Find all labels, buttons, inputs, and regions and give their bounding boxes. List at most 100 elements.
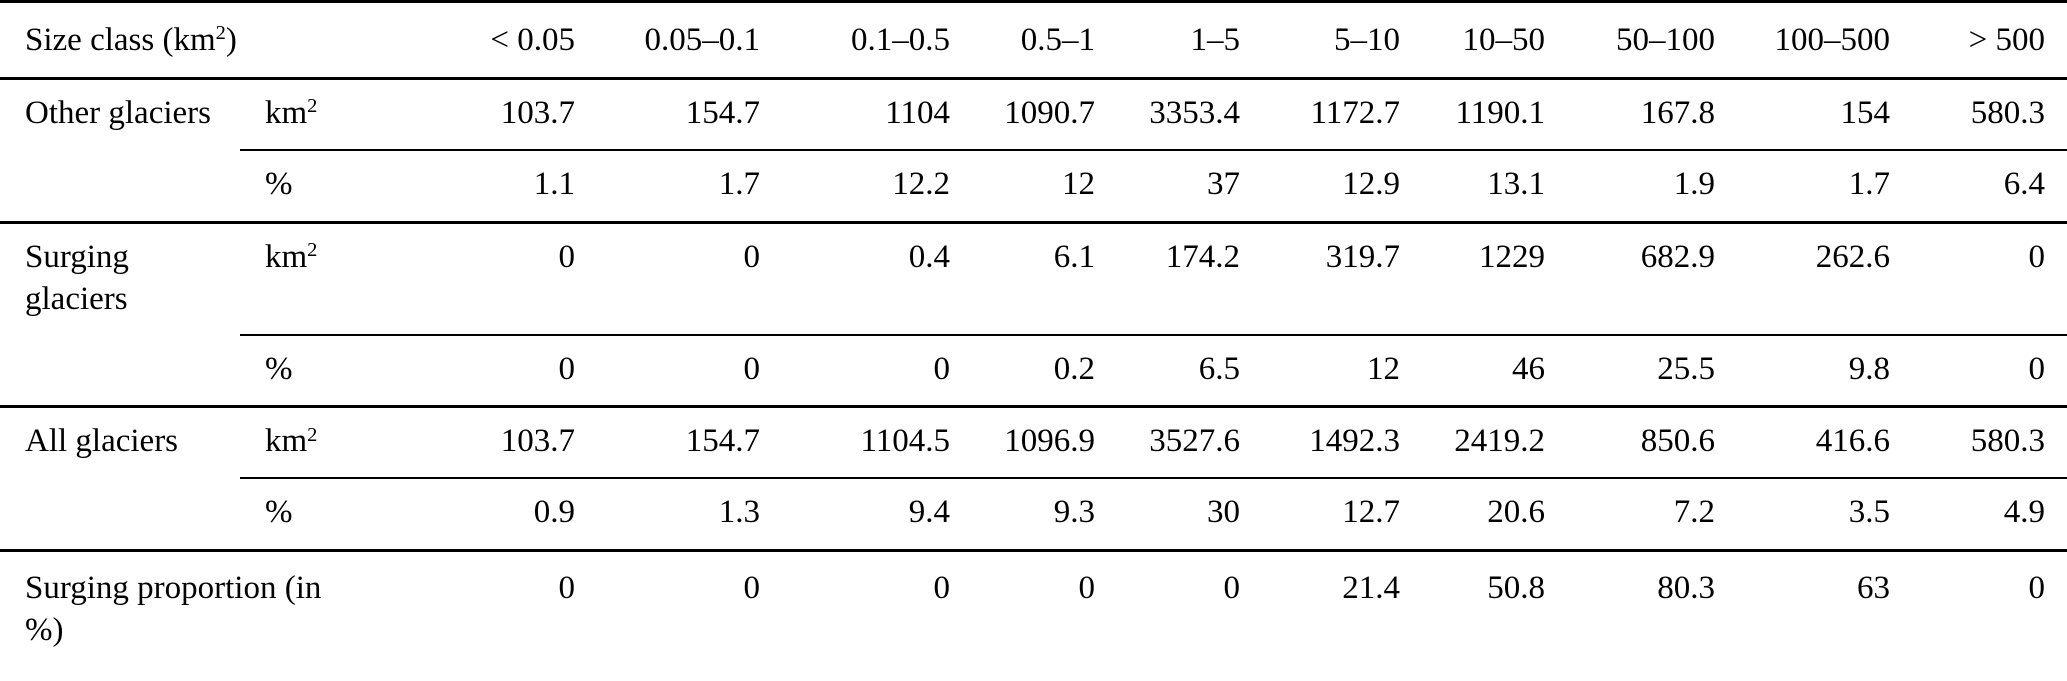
value-cell: 6.5: [1095, 334, 1240, 409]
value-cell: 3527.6: [1095, 406, 1240, 480]
unit-label: %: [240, 334, 340, 409]
size-class-header-cell: 0.05–0.1: [575, 1, 760, 80]
value-cell: 0.2: [950, 334, 1095, 409]
unit-label: %: [240, 478, 340, 553]
value-cell: 0: [760, 334, 950, 409]
value-cell: 1104: [760, 78, 950, 151]
unit-label: km2: [240, 222, 340, 336]
value-cell: 12.2: [760, 149, 950, 224]
size-class-header-cell: < 0.05: [340, 1, 575, 80]
value-cell: 174.2: [1095, 222, 1240, 336]
value-cell: 0: [1078, 570, 1096, 607]
superscript-2: 2: [307, 95, 318, 118]
table-row: Other glaciers km2 103.7 154.7 1104 1090.7 335…: [0, 78, 2067, 151]
value-cell: 9.3: [950, 478, 1095, 553]
row-group-label: Surging glaciers: [25, 238, 129, 317]
value-cell: 580.3: [1890, 78, 2067, 151]
value-cell: 80.3: [1657, 570, 1715, 607]
table-row: Surging proportion (in %) 0 0 0 0 0 21.4 50.8 80…: [0, 551, 2067, 681]
value-cell: 1.9: [1545, 149, 1715, 224]
value-cell: 1.1: [340, 149, 575, 224]
value-cell: 20.6: [1400, 478, 1545, 553]
table-row: % 0 0 0 0.2 6.5 12 46 25.5 9.8 0: [0, 334, 2067, 409]
value-cell: 850.6: [1545, 406, 1715, 480]
value-cell: 0: [340, 334, 575, 409]
value-cell: 416.6: [1715, 406, 1890, 480]
value-cell: 580.3: [1890, 406, 2067, 480]
size-class-header-cell: 1–5: [1095, 1, 1240, 80]
value-cell: 0: [575, 334, 760, 409]
value-cell: 7.2: [1545, 478, 1715, 553]
value-cell: 30: [1095, 478, 1240, 553]
value-cell: 154.7: [575, 78, 760, 151]
value-cell: 12: [950, 149, 1095, 224]
unit-base: km: [265, 238, 308, 275]
value-cell: 46: [1400, 334, 1545, 409]
value-cell: 4.9: [1890, 478, 2067, 553]
size-class-header-cell: 5–10: [1240, 1, 1400, 80]
value-cell: 6.4: [1890, 149, 2067, 224]
value-cell: 2419.2: [1400, 406, 1545, 480]
value-cell: 3.5: [1715, 478, 1890, 553]
value-cell: 1492.3: [1240, 406, 1400, 480]
unit-base: %: [265, 494, 293, 531]
value-cell: 1090.7: [950, 78, 1095, 151]
unit-base: %: [265, 350, 293, 387]
value-cell: 1096.9: [950, 406, 1095, 480]
unit-base: km: [265, 423, 308, 460]
value-cell: 3353.4: [1095, 78, 1240, 151]
value-cell: 12.9: [1240, 149, 1400, 224]
unit-base: km: [265, 94, 308, 131]
footer-label: Surging proportion (in %): [25, 570, 322, 649]
value-cell: 0: [575, 222, 760, 336]
table-row: % 0.9 1.3 9.4 9.3 30 12.7 20.6 7.2 3.5 4.9: [0, 478, 2067, 553]
row-group-label-empty: [0, 478, 240, 553]
value-cell: 37: [1095, 149, 1240, 224]
superscript-2: 2: [307, 239, 318, 262]
value-cell: 0: [2028, 570, 2046, 607]
size-class-header-cell: > 500: [1890, 1, 2067, 80]
value-cell: 0: [340, 222, 575, 336]
value-cell: 1.3: [575, 478, 760, 553]
value-cell: 9.4: [760, 478, 950, 553]
unit-base: %: [265, 165, 293, 202]
row-group-label: All glaciers: [25, 423, 179, 460]
unit-label: km2: [240, 406, 340, 480]
value-cell: 0: [558, 570, 576, 607]
value-cell: 1229: [1400, 222, 1545, 336]
size-class-header-cell: 10–50: [1400, 1, 1545, 80]
value-cell: 1190.1: [1400, 78, 1545, 151]
row-group-label: Other glaciers: [25, 94, 211, 131]
superscript-2: 2: [215, 22, 226, 45]
value-cell: 0: [1890, 334, 2067, 409]
value-cell: 9.8: [1715, 334, 1890, 409]
size-class-header-cell: 50–100: [1545, 1, 1715, 80]
superscript-2: 2: [307, 423, 318, 446]
value-cell: 12: [1240, 334, 1400, 409]
value-cell: 0.9: [340, 478, 575, 553]
unit-label: km2: [240, 78, 340, 151]
value-cell: 0: [1890, 222, 2067, 336]
value-cell: 1.7: [1715, 149, 1890, 224]
value-cell: 682.9: [1545, 222, 1715, 336]
value-cell: 167.8: [1545, 78, 1715, 151]
value-cell: 63: [1857, 570, 1890, 607]
value-cell: 0.4: [760, 222, 950, 336]
value-cell: 154: [1715, 78, 1890, 151]
table-row: All glaciers km2 103.7 154.7 1104.5 1096.9 352…: [0, 406, 2067, 480]
table-row: Surging glaciers km2 0 0 0.4 6.1 174.2 319.7 122…: [0, 222, 2067, 336]
value-cell: 154.7: [575, 406, 760, 480]
size-class-header-cell: 0.1–0.5: [760, 1, 950, 80]
value-cell: 1104.5: [760, 406, 950, 480]
size-class-header-cell: 0.5–1: [950, 1, 1095, 80]
row-group-label-empty: [0, 334, 240, 409]
size-class-label-text: Size class (km: [25, 22, 216, 58]
size-class-label-close: ): [225, 22, 237, 58]
value-cell: 6.1: [950, 222, 1095, 336]
table-body: Other glaciers km2 103.7 154.7 1104 1090.7 335…: [0, 78, 2067, 681]
unit-label: %: [240, 149, 340, 224]
value-cell: 13.1: [1400, 149, 1545, 224]
value-cell: 0: [933, 570, 951, 607]
value-cell: 0: [1223, 570, 1241, 607]
